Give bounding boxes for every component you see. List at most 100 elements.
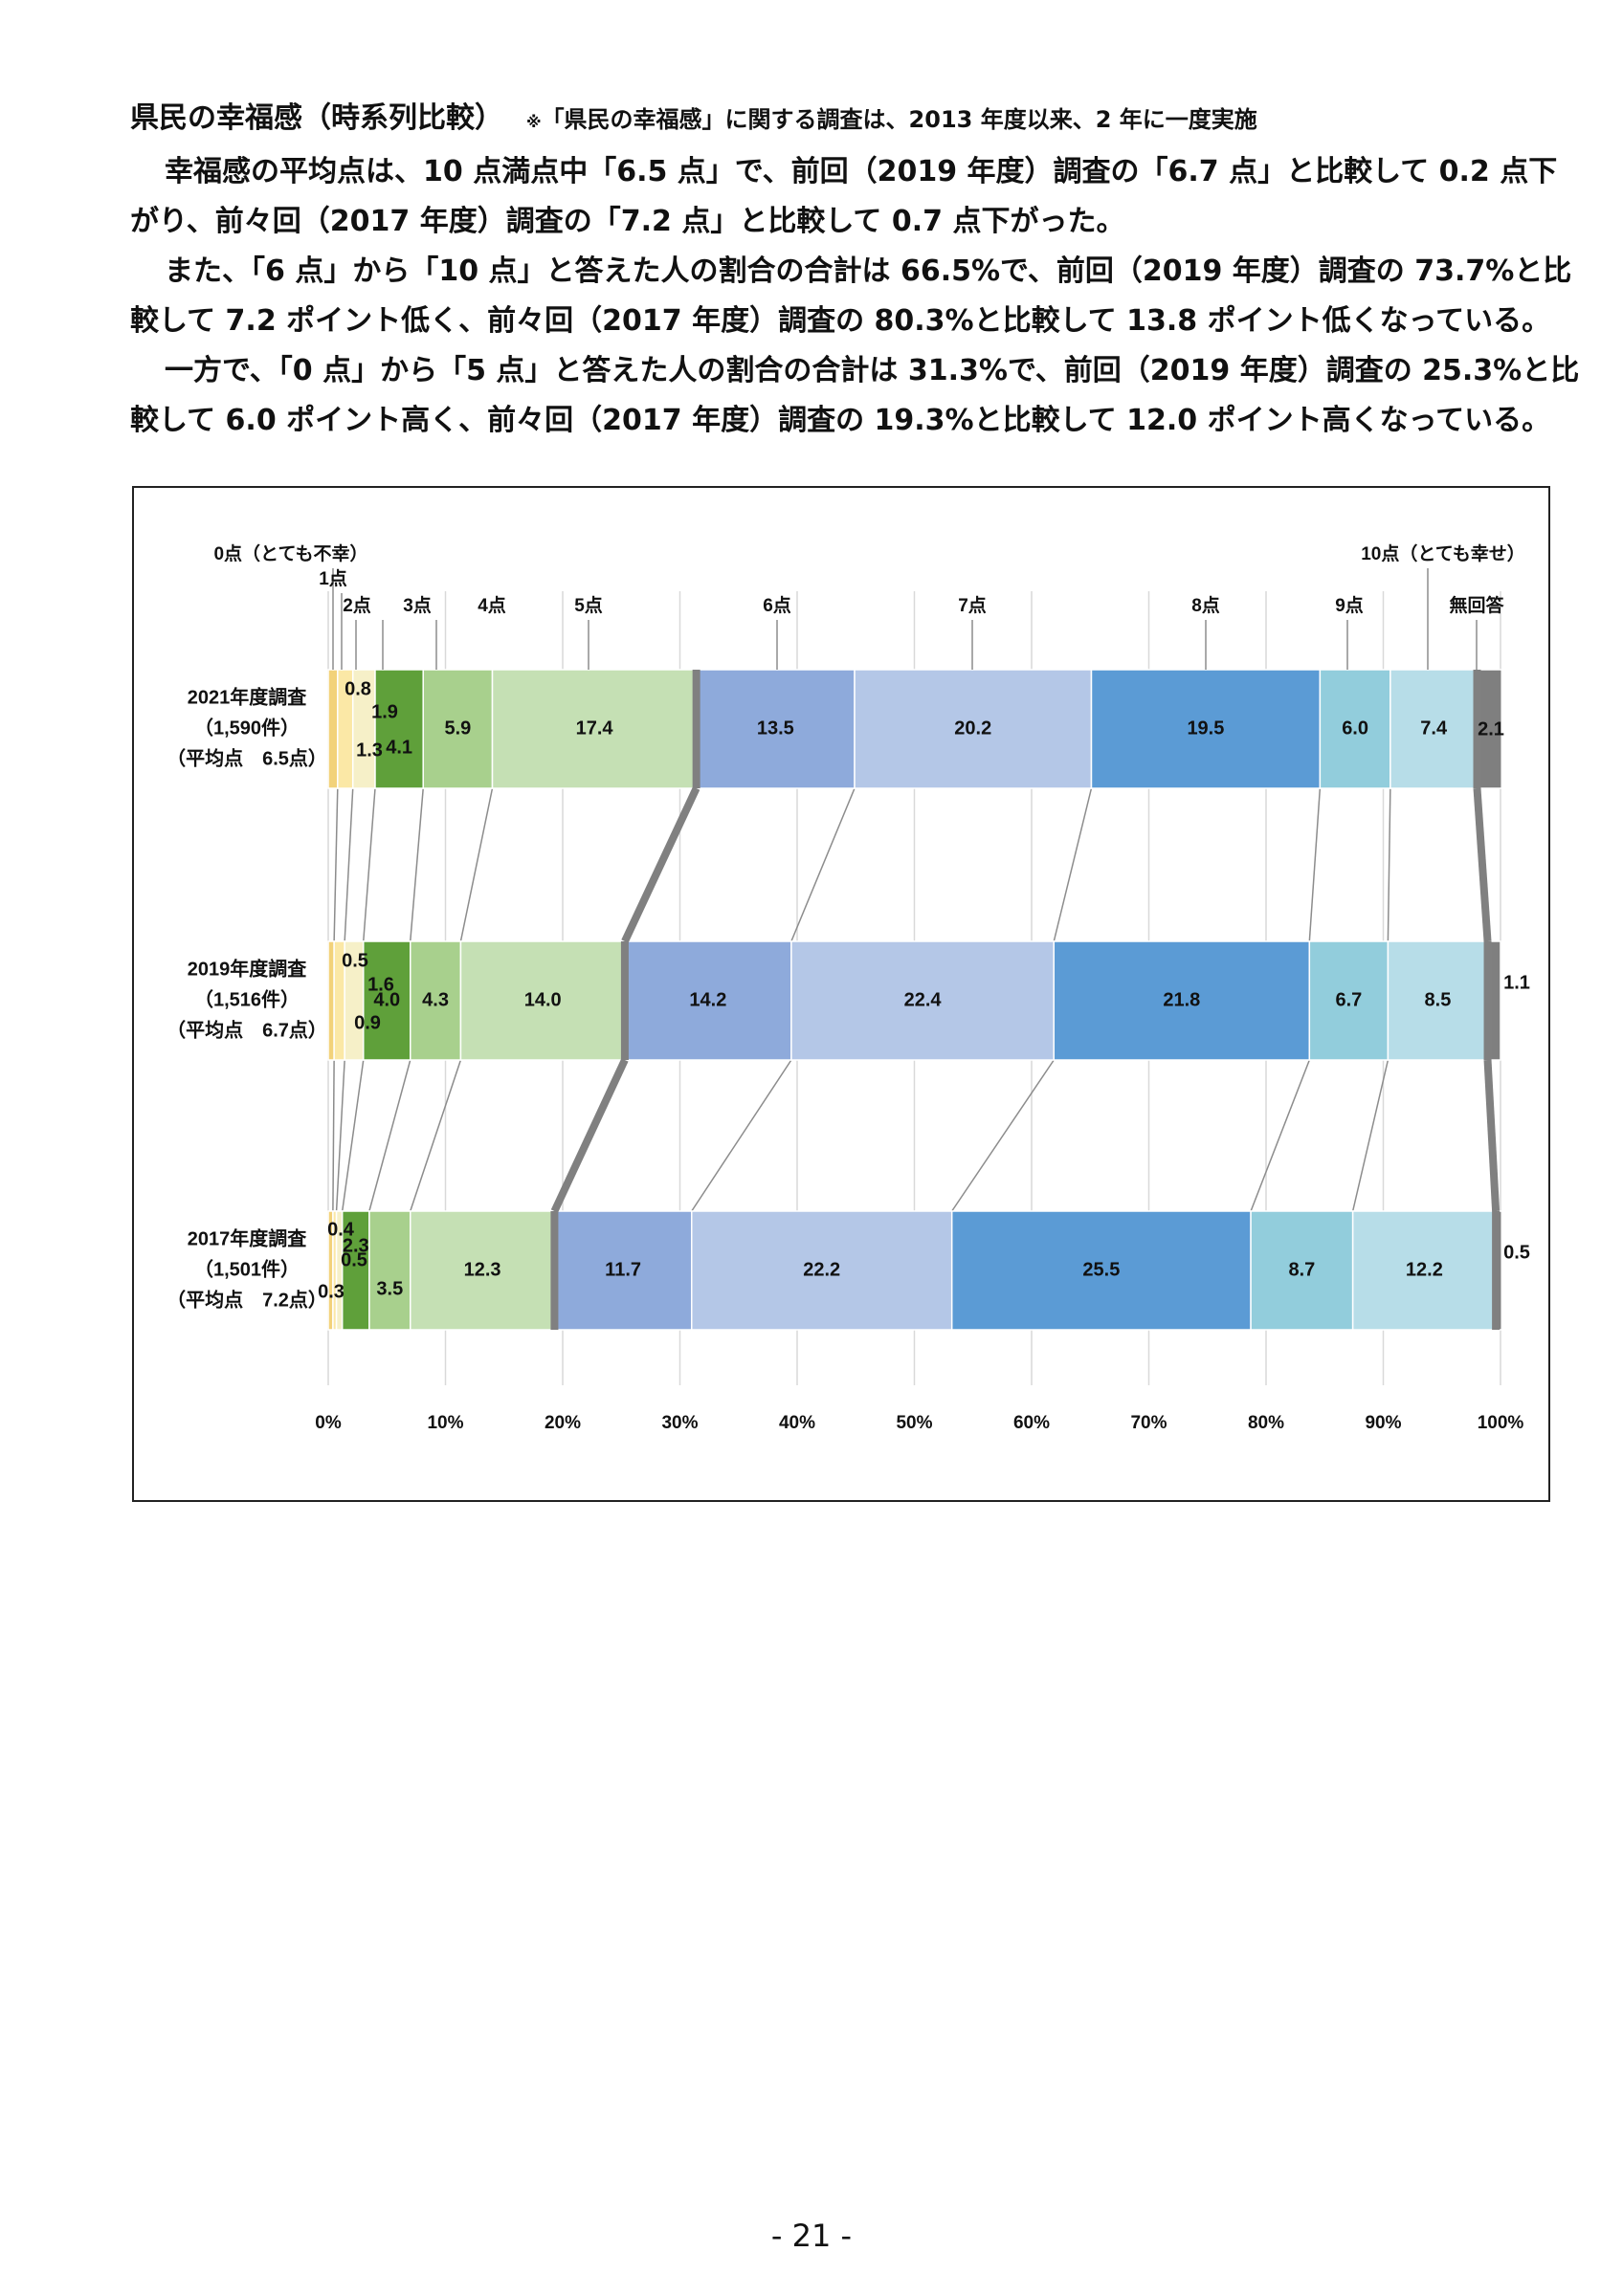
- connector-line: [459, 787, 494, 942]
- row-label: 2019年度調査: [188, 957, 307, 980]
- text-block: 県民の幸福感（時系列比較） ※「県民の幸福感」に関する調査は、2013 年度以来、…: [130, 94, 1580, 446]
- connector-line: [1250, 1059, 1311, 1212]
- row-mean: （平均点 6.5点）: [167, 746, 327, 769]
- bar-segment: [410, 940, 462, 1061]
- thick-connector-line: [621, 786, 700, 943]
- bar-segment: [327, 940, 335, 1061]
- x-tick-label: 80%: [1248, 1413, 1284, 1433]
- connector-line: [1387, 787, 1391, 942]
- bar-segment: [695, 669, 856, 789]
- data-label: 12.2: [1406, 1259, 1443, 1280]
- data-label: 8.7: [1288, 1259, 1315, 1280]
- bar-segment: [1351, 1210, 1497, 1331]
- paragraph-line: 較して 6.0 ポイント高く、前々回（2017 年度）調査の 19.3%と比較し…: [130, 404, 1551, 437]
- data-label: 6.7: [1335, 989, 1362, 1010]
- bar-segment: [1387, 940, 1489, 1061]
- bar-segment: [854, 669, 1093, 789]
- data-label: 0.5: [342, 950, 368, 971]
- bar-segment: [691, 1210, 953, 1331]
- data-label: 0.5: [1503, 1242, 1530, 1263]
- category-label: 4点: [478, 595, 506, 616]
- category-label: 10点（とても幸せ）: [1361, 542, 1525, 564]
- bar-segment: [790, 940, 1056, 1061]
- bar-segment: [1053, 940, 1311, 1061]
- connector-line: [333, 787, 339, 942]
- category-label: 1点: [319, 568, 347, 589]
- data-label: 11.7: [605, 1259, 641, 1280]
- bar-segment: [1250, 1210, 1354, 1331]
- heading: 県民の幸福感（時系列比較） ※「県民の幸福感」に関する調査は、2013 年度以来、…: [130, 94, 1508, 147]
- bar-segment: [950, 1210, 1252, 1331]
- bar-segment: [1476, 669, 1502, 789]
- connector-line: [1351, 1059, 1390, 1212]
- row-mean: （平均点 6.7点）: [167, 1018, 327, 1041]
- paragraph-line: 幸福感の平均点は、10 点満点中「6.5 点」で、前回（2019 年度）調査の「…: [165, 155, 1558, 188]
- connector-line: [363, 787, 376, 942]
- category-label: 7点: [958, 595, 987, 616]
- data-label: 14.2: [689, 989, 726, 1010]
- bar-segment: [459, 940, 626, 1061]
- data-label: 20.2: [954, 718, 991, 739]
- note-text: 「県民の幸福感」に関する調査は、2013 年度以来、2 年に一度実施: [541, 106, 1257, 133]
- thick-connector-line: [550, 1058, 629, 1213]
- bar-segment: [374, 669, 424, 789]
- row-label: 2017年度調査: [188, 1226, 307, 1249]
- row-mean: （平均点 7.2点）: [167, 1288, 327, 1311]
- category-label: 6点: [763, 595, 791, 616]
- data-label: 2.3: [343, 1235, 369, 1256]
- x-tick-label: 10%: [427, 1413, 463, 1433]
- data-label: 22.4: [904, 989, 943, 1010]
- data-label: 22.2: [803, 1259, 840, 1280]
- connector-line: [332, 1059, 335, 1212]
- data-label: 17.4: [576, 718, 614, 739]
- survey-note: ※「県民の幸福感」に関する調査は、2013 年度以来、2 年に一度実施: [526, 106, 1257, 133]
- paragraph-line: 較して 7.2 ポイント低く、前々回（2017 年度）調査の 80.3%と比較し…: [130, 304, 1551, 338]
- note-mark: ※: [526, 113, 542, 131]
- data-label: 1.6: [367, 974, 394, 995]
- connector-line: [344, 787, 354, 942]
- bar-segment: [624, 940, 792, 1061]
- paragraph-line: 一方で、「0 点」から「5 点」と答えた人の割合の合計は 31.3%で、前回（2…: [165, 354, 1580, 387]
- connector-line: [410, 1059, 462, 1212]
- data-label: 0.4: [327, 1219, 355, 1240]
- data-label: 0.3: [318, 1281, 345, 1302]
- stacked-bar-chart: 4.1 5.9 17.4 13.5 20.2 19.5 6.0 7.4 4.0 4.3 14.0 14…: [167, 542, 1530, 1433]
- category-label: 無回答: [1449, 594, 1504, 616]
- data-label: 7.4: [1420, 718, 1448, 739]
- data-label: 1.9: [371, 701, 398, 722]
- row-count: （1,516件）: [194, 987, 300, 1010]
- paragraph-line: また、「6 点」から「10 点」と答えた人の割合の合計は 66.5%で、前回（2…: [165, 254, 1572, 288]
- thick-connector-line: [1483, 1059, 1501, 1212]
- bar-segment: [410, 1210, 556, 1331]
- bar-segment: [422, 669, 494, 789]
- data-label: 3.5: [376, 1278, 403, 1299]
- data-label: 0.8: [345, 678, 371, 699]
- connector-line: [341, 1059, 365, 1212]
- data-label: 2.1: [1478, 718, 1504, 740]
- data-label: 0.9: [354, 1012, 381, 1033]
- x-tick-label: 30%: [661, 1413, 698, 1433]
- x-tick-label: 20%: [545, 1413, 581, 1433]
- section-title: 県民の幸福感（時系列比較）: [130, 101, 503, 135]
- data-label: 19.5: [1187, 718, 1224, 739]
- connector-line: [410, 787, 424, 942]
- bar-segment: [368, 1210, 411, 1331]
- data-label: 0.5: [341, 1249, 367, 1270]
- connector-line: [790, 787, 856, 942]
- category-label: 9点: [1335, 595, 1364, 616]
- bar-segment: [1308, 940, 1390, 1061]
- row-count: （1,501件）: [194, 1257, 300, 1280]
- bar-segment: [327, 669, 339, 789]
- data-label: 6.0: [1342, 718, 1368, 739]
- connector-line: [335, 1059, 345, 1212]
- category-label: 3点: [403, 595, 432, 616]
- connector-line: [1308, 787, 1322, 942]
- data-label: 14.0: [524, 989, 562, 1010]
- connector-line: [691, 1059, 792, 1212]
- x-tick-label: 0%: [315, 1413, 342, 1433]
- data-label: 1.1: [1503, 972, 1530, 993]
- category-label: 0点（とても不幸）: [213, 542, 367, 564]
- data-label: 4.0: [373, 989, 400, 1010]
- paragraph-line: がり、前々回（2017 年度）調査の「7.2 点」と比較して 0.7 点下がった…: [130, 205, 1125, 238]
- data-label: 12.3: [464, 1259, 501, 1280]
